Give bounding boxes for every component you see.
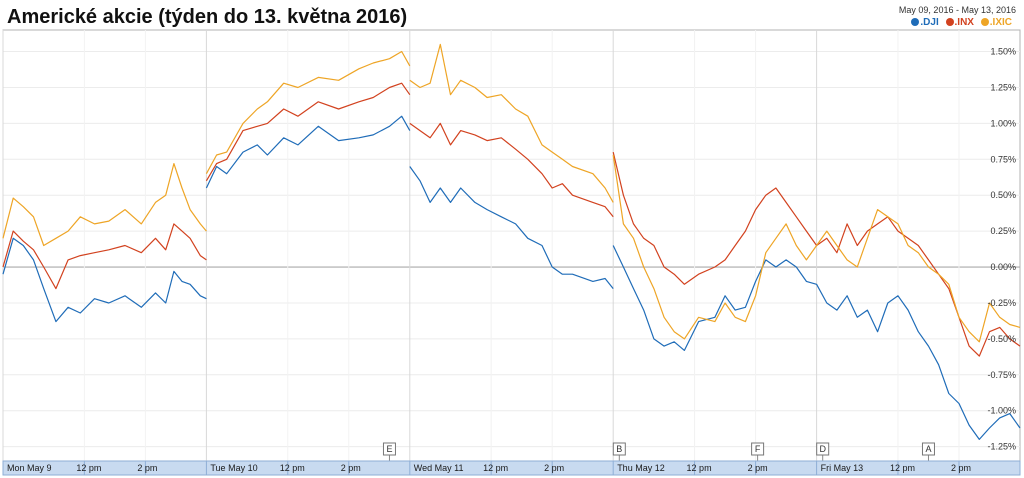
legend-swatch-dji (911, 18, 920, 26)
y-tick-label: 0.00% (990, 262, 1016, 272)
x-tick-label: 12 pm (483, 463, 508, 473)
x-tick-label: Thu May 12 (617, 463, 665, 473)
x-tick-label: Fri May 13 (821, 463, 864, 473)
series-line-dji (2, 115, 1021, 440)
y-axis: 1.50% 1.25% 1.00% 0.75% 0.50% 0.25% 0.00% -0.25… (987, 47, 1016, 452)
legend-swatch-ixic (980, 18, 989, 26)
legend-item-inx[interactable]: .INX (945, 17, 977, 28)
series-layer (2, 43, 1021, 440)
y-tick-label: -0.25% (987, 298, 1016, 308)
legend-label-inx: .INX (954, 17, 974, 28)
series-line-inx (2, 82, 1021, 357)
flag-label: D (819, 444, 826, 454)
y-tick-label: -0.75% (987, 370, 1016, 380)
flag-marker[interactable] (382, 442, 396, 456)
y-tick-label: 1.25% (990, 82, 1016, 92)
flag-marker[interactable] (816, 442, 830, 456)
x-tick-label: Wed May 11 (414, 463, 464, 473)
plot-area (2, 29, 1021, 462)
flag-label: F (755, 444, 761, 454)
flag-marker[interactable] (921, 442, 935, 456)
y-tick-label: 1.00% (990, 118, 1016, 128)
x-tick-label: 12 pm (687, 463, 712, 473)
x-tick-label: 2 pm (544, 463, 564, 473)
x-tick-label: 2 pm (341, 463, 361, 473)
x-tick-label: 12 pm (76, 463, 101, 473)
y-tick-label: 0.50% (990, 190, 1016, 200)
y-tick-label: -1.25% (987, 442, 1016, 452)
legend-label-ixic: .IXIC (989, 17, 1012, 28)
x-tick-label: 12 pm (280, 463, 305, 473)
x-tick-label: 2 pm (951, 463, 971, 473)
y-tick-label: -1.00% (987, 406, 1016, 416)
chart-legend: .DJI .INX .IXIC (907, 17, 1012, 28)
flag-marker[interactable] (751, 442, 765, 456)
x-tick-label: Tue May 10 (210, 463, 257, 473)
y-tick-label: 0.25% (990, 226, 1016, 236)
x-tick-label: 2 pm (137, 463, 157, 473)
chart-title: Americké akcie (týden do 13. května 2016… (7, 6, 408, 28)
flag-label: E (386, 444, 392, 454)
flag-label: A (925, 444, 931, 454)
legend-item-ixic[interactable]: .IXIC (980, 17, 1012, 28)
legend-swatch-inx (945, 18, 954, 26)
y-tick-label: 0.75% (990, 154, 1016, 164)
x-axis: Mon May 9 12 pm 2 pm Tue May 10 12 pm 2 pm Wed… (2, 461, 971, 475)
y-tick-label: 1.50% (990, 47, 1016, 57)
grid-layer (2, 30, 1020, 461)
x-tick-label: 2 pm (748, 463, 768, 473)
legend-item-dji[interactable]: .DJI (911, 17, 941, 28)
date-range-label: May 09, 2016 - May 13, 2016 (898, 5, 1016, 15)
flag-label: B (616, 444, 622, 454)
x-tick-label: Mon May 9 (7, 463, 52, 473)
legend-label-dji: .DJI (920, 17, 939, 28)
flag-marker[interactable] (612, 442, 626, 456)
y-tick-label: -0.50% (987, 334, 1016, 344)
series-line-ixic (2, 43, 1021, 343)
x-tick-label: 12 pm (890, 463, 915, 473)
